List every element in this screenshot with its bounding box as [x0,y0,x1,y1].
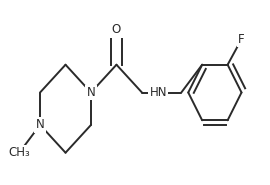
Text: N: N [36,118,45,131]
Text: HN: HN [149,86,167,99]
Text: F: F [238,33,245,46]
Text: N: N [87,86,95,99]
Text: O: O [112,23,121,36]
Text: CH₃: CH₃ [8,146,30,159]
